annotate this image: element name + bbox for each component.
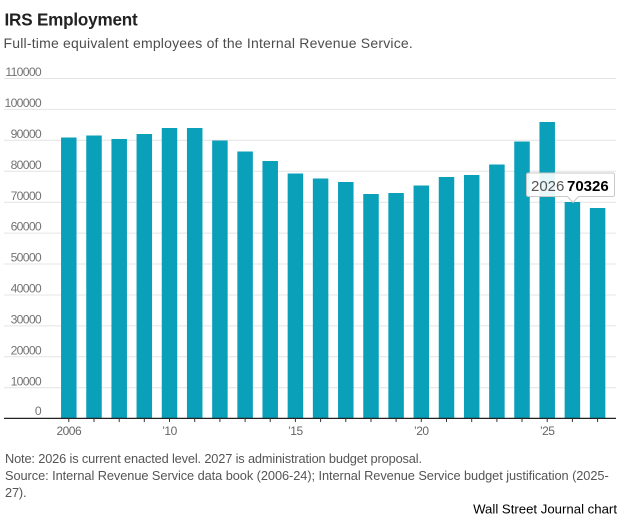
svg-text:10000: 10000 [11,374,42,388]
svg-text:Source: Internal Revenue Servi: Source: Internal Revenue Service data bo… [5,468,609,483]
svg-text:0: 0 [35,404,42,418]
svg-text:110000: 110000 [5,65,41,79]
svg-text:2006: 2006 [56,424,82,438]
svg-text:70326: 70326 [567,178,609,195]
svg-text:100000: 100000 [5,96,42,110]
svg-text:27).: 27). [5,485,26,500]
svg-text:’20: ’20 [414,424,429,438]
svg-text:Note: 2026 is current enacted: Note: 2026 is current enacted level. 202… [5,451,422,466]
svg-text:2026: 2026 [531,178,564,195]
svg-text:’25: ’25 [540,424,555,438]
svg-text:’10: ’10 [162,424,177,438]
svg-text:40000: 40000 [11,282,42,296]
svg-text:50000: 50000 [11,251,42,265]
svg-text:Wall Street Journal chart: Wall Street Journal chart [473,502,617,517]
svg-text:30000: 30000 [11,313,42,327]
svg-text:Full-time equivalent employees: Full-time equivalent employees of the In… [4,35,413,51]
svg-text:IRS Employment: IRS Employment [5,10,139,29]
svg-text:90000: 90000 [11,127,42,141]
svg-text:20000: 20000 [11,343,42,357]
svg-text:60000: 60000 [11,220,42,234]
svg-text:80000: 80000 [11,158,42,172]
svg-text:70000: 70000 [11,189,42,203]
svg-text:’15: ’15 [288,424,303,438]
